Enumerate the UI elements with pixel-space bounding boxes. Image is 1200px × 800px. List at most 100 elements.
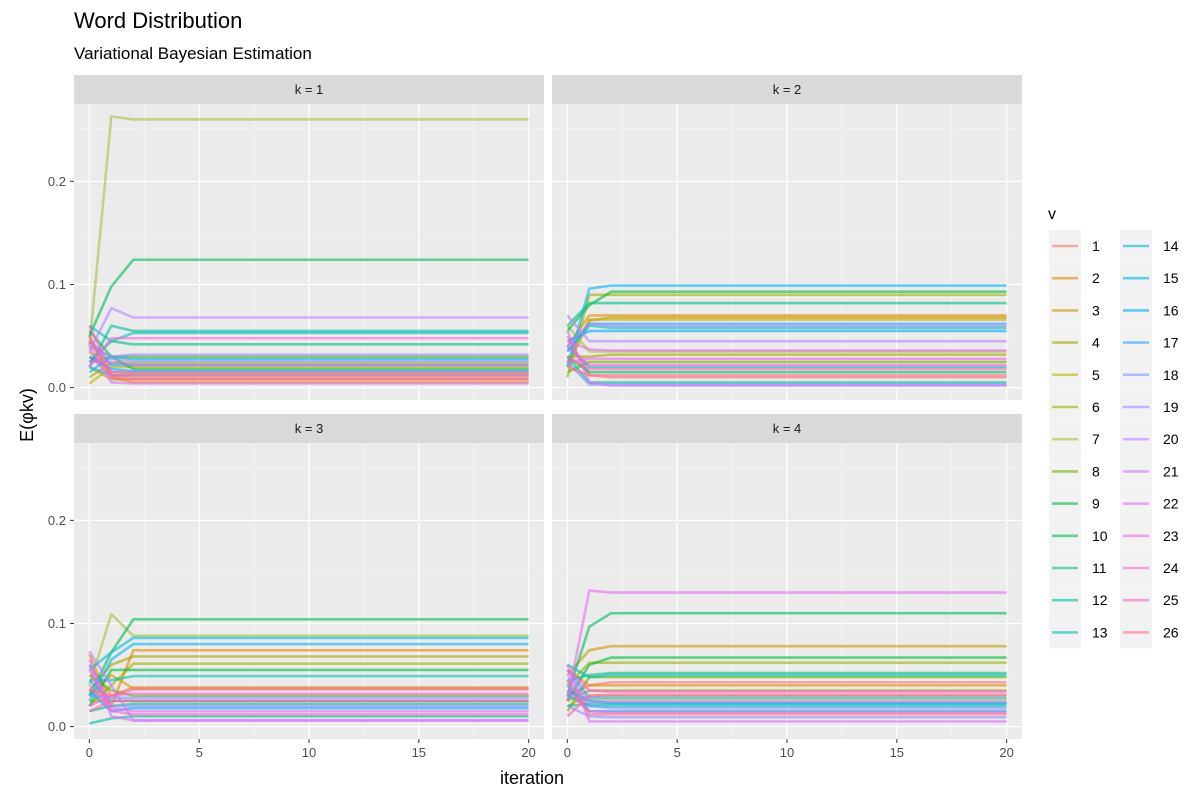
legend-label: 11	[1092, 560, 1107, 576]
series-line-v5	[566, 318, 1007, 363]
series-line-v12	[89, 715, 529, 725]
series-line-v9	[88, 668, 529, 707]
series-line-v5	[88, 365, 529, 385]
series-line-v6	[566, 293, 1007, 378]
legend-label: 26	[1163, 624, 1179, 640]
series-line-v25	[566, 355, 1007, 371]
series-line-v14	[88, 355, 529, 374]
legend-item-v25: 25	[1120, 584, 1179, 617]
series-line-v15	[88, 642, 529, 702]
series-line-v12	[88, 324, 529, 368]
series-line-v8	[88, 673, 529, 697]
legend-label: 19	[1163, 399, 1179, 415]
legend-label: 22	[1163, 496, 1179, 512]
legend-label: 20	[1163, 431, 1179, 447]
legend-item-v12: 12	[1049, 584, 1108, 617]
series-line-v2	[566, 684, 1007, 697]
series-line-v21	[88, 345, 529, 385]
x-tick-label: 10	[780, 745, 794, 760]
legend-item-v18: 18	[1120, 358, 1179, 391]
series-line-v14	[566, 694, 1007, 708]
series-line-v10	[88, 618, 529, 697]
series-line-v2	[566, 314, 1007, 348]
legend-label: 14	[1163, 238, 1179, 254]
legend-label: 10	[1092, 528, 1108, 544]
legend-label: 13	[1092, 624, 1108, 640]
legend-item-v8: 8	[1049, 455, 1100, 488]
series-line-v3	[566, 644, 1007, 676]
series-line-v11	[566, 301, 1007, 327]
legend-label: 21	[1163, 463, 1179, 479]
facet-panel-2: k = 2	[552, 75, 1022, 400]
facet-panel-1: k = 1 0.0 0.1 0.2	[48, 75, 544, 400]
facet-panel-4: k = 4 0 5 10 15 20	[552, 414, 1022, 760]
series-line-v4	[567, 353, 1007, 358]
chart-title: Word Distribution	[74, 8, 242, 33]
legend-item-v3: 3	[1049, 294, 1100, 327]
series-line-v19	[566, 704, 1007, 719]
legend-item-v20: 20	[1120, 423, 1179, 456]
series-line-v25	[566, 693, 1007, 718]
x-tick-label: 0	[564, 745, 571, 760]
series-line-v6	[566, 661, 1007, 687]
x-axis-title: iteration	[500, 768, 564, 788]
series-line-v4	[88, 655, 529, 692]
facet-strip	[74, 75, 544, 104]
series-line-v11	[89, 702, 529, 713]
series-line-v19	[88, 664, 529, 708]
series-line-v1	[88, 355, 529, 379]
legend-label: 4	[1092, 335, 1100, 351]
x-tick-label: 15	[890, 745, 904, 760]
legend-item-v7: 7	[1049, 423, 1100, 456]
facet-strip	[552, 414, 1022, 443]
facet-strip	[552, 75, 1022, 104]
series-line-v23	[88, 336, 529, 368]
legend-label: 24	[1163, 560, 1179, 576]
legend-item-v6: 6	[1049, 391, 1100, 423]
legend-title: v	[1048, 206, 1056, 223]
series-line-v11	[567, 671, 1007, 682]
legend-item-v11: 11	[1049, 552, 1107, 584]
legend-item-v14: 14	[1120, 230, 1179, 262]
facet-panel-3: k = 3 0.0 0.1 0.2 0 5 10 15 20	[48, 414, 544, 760]
facet-strip	[74, 414, 544, 443]
series-line-v23	[567, 357, 1007, 364]
facet-panels: k = 1 0.0 0.1 0.2 k = 2 k = 3 0.0 0.1 0.2 0 5 10 15 2…	[48, 75, 1022, 760]
legend-item-v16: 16	[1120, 294, 1179, 327]
y-tick-label: 0.0	[48, 380, 66, 395]
facet-strip-label: k = 4	[773, 421, 802, 436]
series-line-v25	[88, 335, 529, 381]
y-tick-label: 0.1	[48, 277, 66, 292]
series-line-v18	[89, 694, 529, 700]
series-line-v19	[88, 345, 529, 358]
series-line-v18	[88, 340, 529, 363]
series-line-v21	[566, 330, 1007, 387]
series-line-v22	[89, 360, 529, 367]
series-line-v13	[89, 674, 529, 682]
legend-label: 2	[1092, 270, 1100, 286]
series-line-v23	[566, 689, 1007, 714]
legend-label: 6	[1092, 399, 1100, 415]
series-line-v8	[89, 355, 529, 364]
legend-item-v22: 22	[1120, 487, 1179, 520]
legend-label: 12	[1092, 592, 1108, 608]
series-line-v6	[88, 361, 529, 379]
series-line-v22	[88, 684, 529, 713]
series-line-v24	[88, 325, 529, 374]
legend-item-v13: 13	[1049, 616, 1108, 649]
series-line-v25	[88, 699, 529, 713]
series-line-v13	[566, 663, 1007, 679]
series-line-v16	[566, 329, 1007, 343]
series-line-v21	[88, 659, 529, 722]
series-line-v3	[566, 316, 1007, 368]
series-line-v16	[88, 689, 529, 713]
legend-label: 5	[1092, 367, 1100, 383]
legend-label: 1	[1092, 238, 1100, 254]
series-line-v26	[566, 365, 1007, 377]
legend-label: 25	[1163, 592, 1179, 608]
legend-item-v5: 5	[1049, 358, 1100, 391]
x-tick-label: 20	[521, 745, 535, 760]
x-tick-label: 20	[999, 745, 1013, 760]
series-line-v10	[566, 611, 1007, 697]
series-line-v23	[88, 692, 529, 708]
